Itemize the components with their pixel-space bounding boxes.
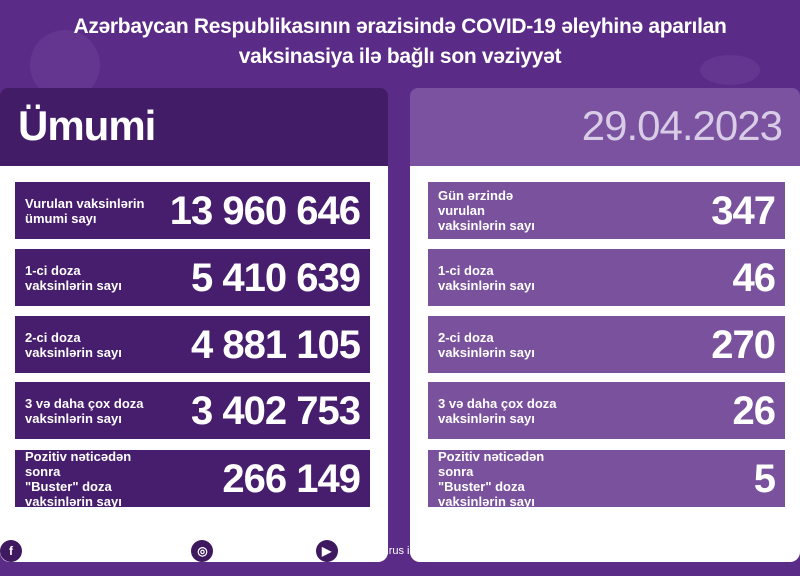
page-title: Azərbaycan Respublikasının ərazisində CO… <box>5 12 795 72</box>
stat-row: Pozitiv nəticədən sonra "Buster" doza vak… <box>15 448 370 509</box>
stat-row: Vurulan vaksinlərin ümumi sayı 13 960 646 <box>15 182 370 239</box>
daily-panel: Gün ərzində vurulan vaksinlərin sayı 347 1… <box>410 166 800 562</box>
total-header-label: Ümumi <box>18 102 156 149</box>
stat-label: 3 və daha çox doza vaksinlərin sayı <box>25 395 144 426</box>
koronavirus-logo: ✹ KoronaVirus info <box>615 536 790 564</box>
stat-label: 2-ci doza vaksinlərin sayı <box>438 329 535 360</box>
stat-row: Gün ərzində vurulan vaksinlərin sayı 347 <box>428 182 785 239</box>
stat-label: 1-ci doza vaksinlərin sayı <box>438 262 535 293</box>
stat-value: 3 402 753 <box>191 388 361 433</box>
virus-decoration <box>700 55 760 85</box>
stat-value: 5 <box>753 456 776 501</box>
stat-value: 270 <box>711 322 776 367</box>
facebook-link[interactable]: f Koronavirus İnformasiya Portalı <box>0 539 181 562</box>
youtube-link[interactable]: ▶ KoronaVirus informasiya portalı <box>315 539 497 562</box>
sun-icon: ✹ <box>615 537 636 564</box>
stat-value: 5 410 639 <box>191 255 361 300</box>
total-panel: Vurulan vaksinlərin ümumi sayı 13 960 646 … <box>0 166 388 562</box>
stat-label: 2-ci doza vaksinlərin sayı <box>25 329 122 360</box>
stat-label: Vurulan vaksinlərin ümumi sayı <box>25 195 145 226</box>
facebook-icon: f <box>0 539 22 562</box>
stat-label: 1-ci doza vaksinlərin sayı <box>25 262 122 293</box>
total-header: Ümumi <box>0 88 388 166</box>
stat-label: Gün ərzində vurulan vaksinlərin sayı <box>438 188 535 233</box>
stat-value: 4 881 105 <box>191 322 361 367</box>
stat-row: 1-ci doza vaksinlərin sayı 46 <box>428 249 785 306</box>
stat-label: Pozitiv nəticədən sonra "Buster" doza vak… <box>438 448 545 509</box>
stat-value: 26 <box>732 388 777 433</box>
title-line-2: vaksinasiya ilə bağlı son vəziyyət <box>238 45 562 68</box>
stat-row: 2-ci doza vaksinlərin sayı 270 <box>428 316 785 373</box>
title-line-1: Azərbaycan Respublikasının ərazisində CO… <box>73 15 727 38</box>
stat-row: 1-ci doza vaksinlərin sayı 5 410 639 <box>15 249 370 306</box>
stat-row: Pozitiv nəticədən sonra "Buster" doza vak… <box>428 448 785 509</box>
stat-row: 3 və daha çox doza vaksinlərin sayı 26 <box>428 382 785 439</box>
stat-value: 46 <box>732 255 777 300</box>
stat-value: 266 149 <box>222 456 361 501</box>
stat-row: 2-ci doza vaksinlərin sayı 4 881 105 <box>15 316 370 373</box>
stat-label: 3 və daha çox doza vaksinlərin sayı <box>438 395 557 426</box>
stat-value: 347 <box>711 188 776 233</box>
stat-label: Pozitiv nəticədən sonra "Buster" doza vak… <box>25 448 132 509</box>
date-header: 29.04.2023 <box>410 88 800 166</box>
footer: f Koronavirus İnformasiya Portalı ◎ korona… <box>0 525 800 576</box>
stat-value: 13 960 646 <box>169 188 361 233</box>
stat-row: 3 və daha çox doza vaksinlərin sayı 3 402 … <box>15 382 370 439</box>
date-label: 29.04.2023 <box>581 102 783 149</box>
instagram-icon: ◎ <box>191 539 214 562</box>
youtube-icon: ▶ <box>315 539 338 562</box>
instagram-link[interactable]: ◎ koronavirusinfoaz <box>191 539 306 562</box>
